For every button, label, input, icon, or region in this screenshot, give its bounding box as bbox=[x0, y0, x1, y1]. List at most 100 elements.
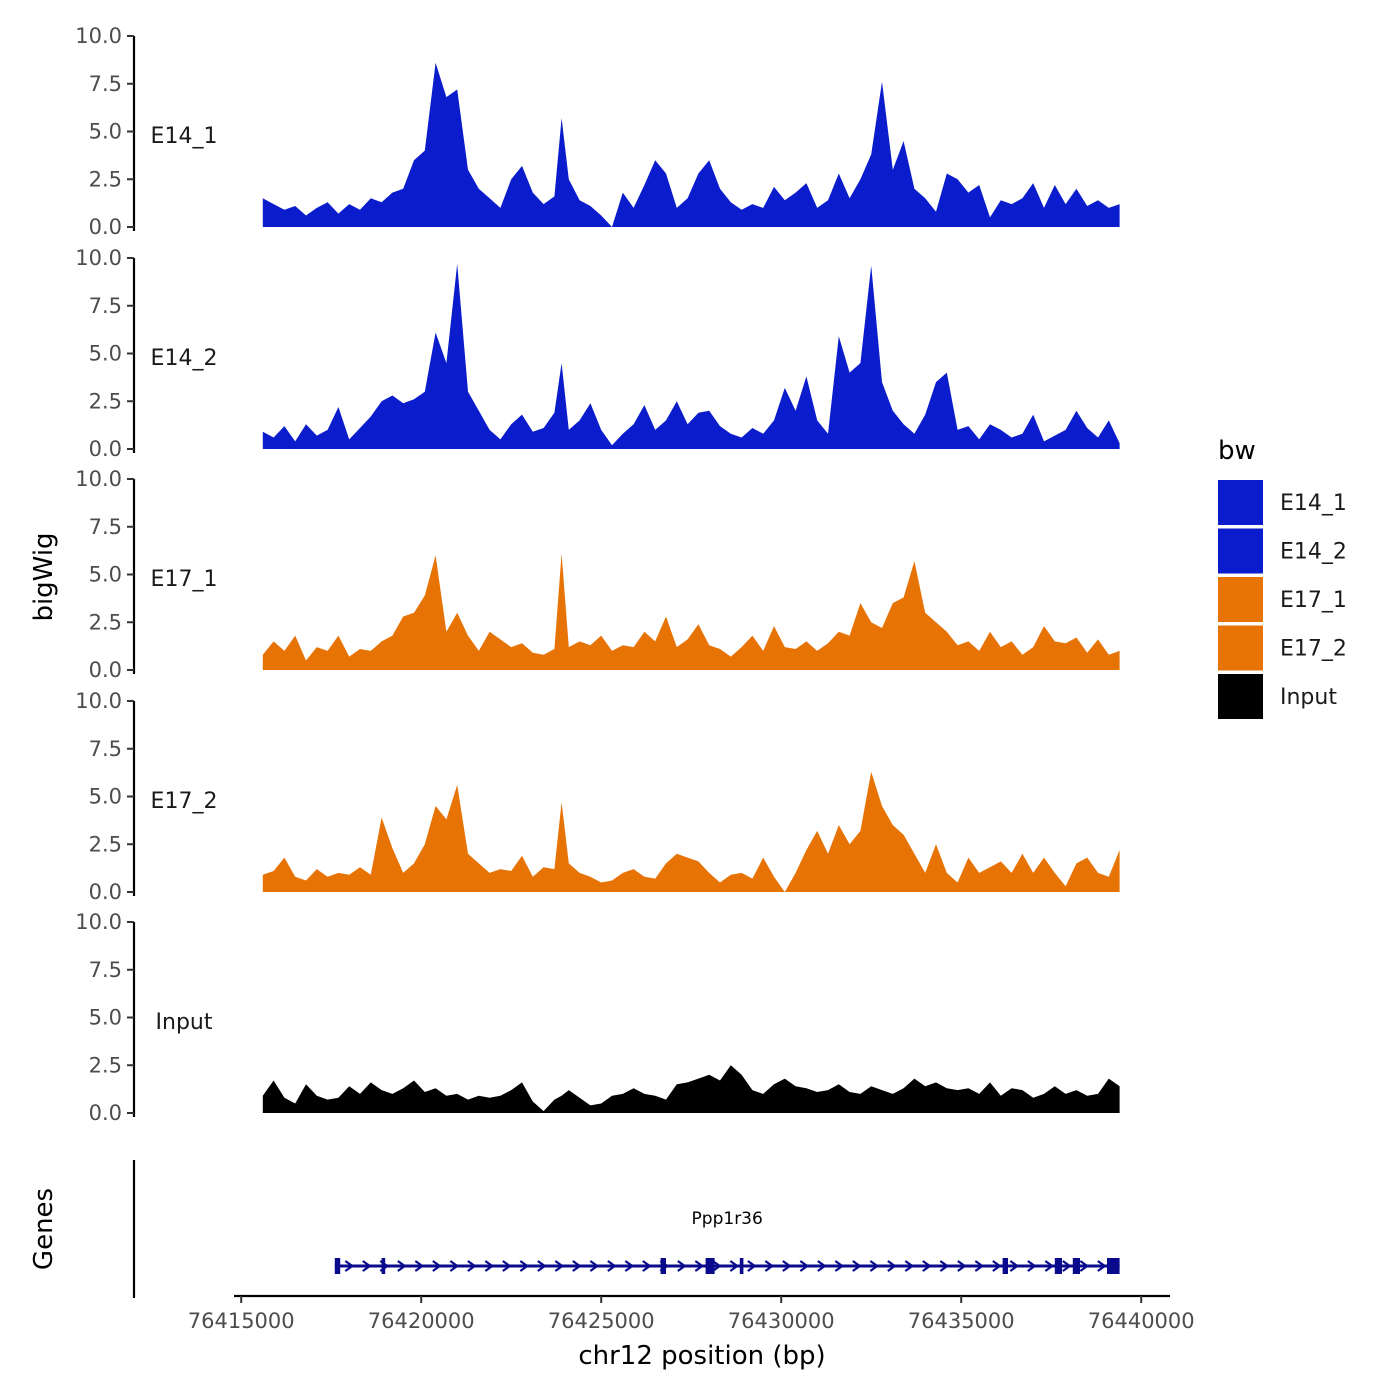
strand-arrow bbox=[922, 1260, 932, 1272]
legend-label-e17-1: E17_1 bbox=[1280, 588, 1347, 613]
x-tick-label: 76440000 bbox=[1088, 1309, 1195, 1333]
track-input: 0.0 2.5 5.0 7.5 10.0 Input bbox=[75, 910, 1120, 1125]
gene-exon bbox=[1002, 1258, 1008, 1274]
strand-arrow bbox=[572, 1260, 582, 1272]
x-tick-label: 76435000 bbox=[908, 1309, 1015, 1333]
x-axis: 76415000 76420000 76425000 76430000 76435000… bbox=[188, 1294, 1195, 1333]
strand-arrow bbox=[624, 1260, 635, 1272]
strand-arrow bbox=[852, 1260, 862, 1272]
strand-arrow bbox=[729, 1260, 740, 1272]
track-label-e14-1: E14_1 bbox=[151, 124, 218, 149]
area-e14-1 bbox=[262, 62, 1120, 228]
x-tick-label: 76420000 bbox=[368, 1309, 475, 1333]
y-tick-label: 0.0 bbox=[89, 437, 122, 461]
y-tick-label: 2.5 bbox=[89, 1053, 122, 1077]
legend-key-e14-2 bbox=[1218, 528, 1263, 574]
y-tick-label: 5.0 bbox=[89, 342, 122, 366]
y-tick-label: 0.0 bbox=[89, 880, 122, 904]
strand-arrow bbox=[502, 1260, 512, 1272]
legend-label-e17-2: E17_2 bbox=[1280, 637, 1347, 662]
strand-arrow bbox=[939, 1260, 950, 1272]
gene-exon bbox=[381, 1258, 386, 1274]
track-e14-2: 0.0 2.5 5.0 7.5 10.0 E14_2 bbox=[75, 246, 1120, 461]
strand-arrow bbox=[712, 1260, 722, 1272]
x-tick-label: 76415000 bbox=[188, 1309, 295, 1333]
y-tick-label: 10.0 bbox=[75, 689, 122, 713]
strand-arrow bbox=[484, 1260, 495, 1272]
strand-arrow bbox=[642, 1260, 652, 1272]
strand-arrow bbox=[992, 1260, 1002, 1272]
strand-arrow bbox=[677, 1260, 687, 1272]
strand-arrow bbox=[834, 1260, 845, 1272]
y-tick-label: 10.0 bbox=[75, 246, 122, 270]
strand-arrow bbox=[1062, 1260, 1072, 1272]
y-tick-label: 7.5 bbox=[89, 958, 122, 982]
y-tick-label: 7.5 bbox=[89, 294, 122, 318]
x-tick-label: 76430000 bbox=[728, 1309, 835, 1333]
track-e17-1: 0.0 2.5 5.0 7.5 10.0 E17_1 bbox=[75, 467, 1120, 682]
strand-arrow bbox=[869, 1260, 880, 1272]
y-tick-label: 5.0 bbox=[89, 563, 122, 587]
legend-key-e17-2 bbox=[1218, 625, 1263, 671]
y-tick-label: 10.0 bbox=[75, 467, 122, 491]
strand-arrow bbox=[817, 1260, 827, 1272]
y-tick-label: 7.5 bbox=[89, 515, 122, 539]
strand-arrow bbox=[432, 1260, 442, 1272]
strand-arrow bbox=[1027, 1260, 1037, 1272]
strand-arrow bbox=[397, 1260, 407, 1272]
strand-arrow bbox=[887, 1260, 897, 1272]
strand-arrow bbox=[537, 1260, 547, 1272]
y-axis-title: bigWig bbox=[29, 532, 59, 621]
y-tick-label: 0.0 bbox=[89, 1101, 122, 1125]
gene-exon bbox=[334, 1258, 341, 1274]
strand-arrow bbox=[1044, 1260, 1055, 1272]
strand-arrow bbox=[904, 1260, 915, 1272]
coverage-tracks: 0.0 2.5 5.0 7.5 10.0 E14_1 0.0 2.5 5.0 7.5 10.0 E14… bbox=[75, 24, 1120, 1125]
strand-arrow bbox=[362, 1260, 372, 1272]
area-input bbox=[262, 1065, 1120, 1113]
y-tick-label: 10.0 bbox=[75, 910, 122, 934]
track-e14-1: 0.0 2.5 5.0 7.5 10.0 E14_1 bbox=[75, 24, 1120, 239]
strand-arrow bbox=[519, 1260, 530, 1272]
strand-arrow bbox=[589, 1260, 600, 1272]
gene-exon bbox=[1107, 1258, 1120, 1274]
strand-arrow bbox=[694, 1260, 705, 1272]
y-tick-label: 2.5 bbox=[89, 610, 122, 634]
y-tick-label: 10.0 bbox=[75, 24, 122, 48]
strand-arrow bbox=[554, 1260, 565, 1272]
gene-exon bbox=[660, 1258, 666, 1274]
legend-key-e17-1 bbox=[1218, 577, 1263, 622]
area-e17-1 bbox=[262, 553, 1120, 670]
track-label-e17-2: E17_2 bbox=[151, 789, 218, 814]
track-label-e17-1: E17_1 bbox=[151, 567, 218, 592]
track-label-e14-2: E14_2 bbox=[151, 346, 218, 371]
strand-arrow bbox=[1009, 1260, 1020, 1272]
strand-arrow bbox=[344, 1260, 355, 1272]
area-e17-2 bbox=[262, 771, 1120, 892]
y-tick-label: 5.0 bbox=[89, 785, 122, 809]
y-tick-label: 2.5 bbox=[89, 167, 122, 191]
strand-arrow bbox=[957, 1260, 967, 1272]
genes-axis-title: Genes bbox=[29, 1188, 59, 1270]
strand-arrow bbox=[782, 1260, 792, 1272]
strand-arrow bbox=[607, 1260, 617, 1272]
gene-exon bbox=[705, 1258, 715, 1274]
strand-arrow bbox=[467, 1260, 477, 1272]
track-label-input: Input bbox=[156, 1010, 213, 1035]
strand-arrow bbox=[799, 1260, 810, 1272]
area-e14-2 bbox=[262, 263, 1120, 449]
gene-exon bbox=[739, 1258, 744, 1274]
y-tick-label: 7.5 bbox=[89, 737, 122, 761]
legend-key-input bbox=[1218, 674, 1263, 719]
gene-name-label: Ppp1r36 bbox=[692, 1209, 763, 1229]
y-tick-label: 2.5 bbox=[89, 389, 122, 413]
strand-arrow bbox=[449, 1260, 460, 1272]
legend-label-e14-1: E14_1 bbox=[1280, 491, 1347, 516]
y-tick-label: 5.0 bbox=[89, 1006, 122, 1030]
strand-arrow bbox=[764, 1260, 775, 1272]
gene-exon bbox=[1054, 1258, 1062, 1274]
legend-label-input: Input bbox=[1280, 685, 1337, 710]
y-tick-label: 2.5 bbox=[89, 832, 122, 856]
legend-key-e14-1 bbox=[1218, 480, 1263, 525]
